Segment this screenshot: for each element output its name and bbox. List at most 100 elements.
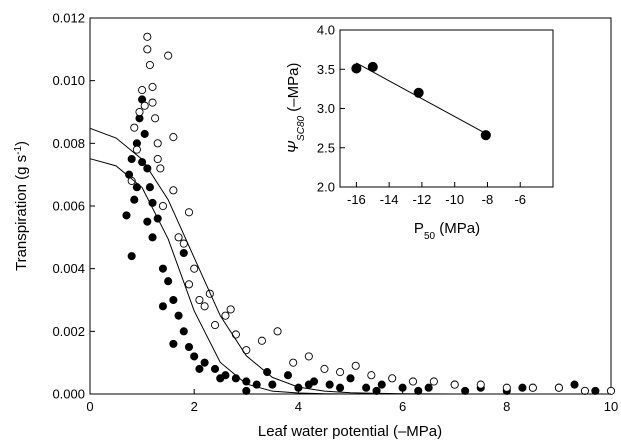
- y-tick-label: 0.010: [52, 73, 85, 88]
- point: [273, 327, 282, 336]
- point: [346, 374, 355, 383]
- point: [169, 186, 178, 195]
- point: [210, 321, 220, 330]
- y-tick-label: 2.5: [317, 140, 335, 155]
- point: [140, 129, 149, 138]
- point: [231, 330, 240, 339]
- point: [184, 342, 194, 352]
- point: [179, 248, 188, 258]
- point: [190, 264, 199, 273]
- point: [169, 295, 178, 305]
- inset-x-label-sub: 50: [424, 231, 436, 242]
- y-tick-label: 0.002: [52, 324, 85, 339]
- point: [351, 63, 362, 74]
- point: [268, 380, 277, 389]
- point: [398, 383, 407, 392]
- point: [210, 364, 220, 373]
- point: [190, 352, 199, 361]
- point: [289, 358, 298, 367]
- y-label-end: ): [13, 141, 30, 146]
- point: [461, 386, 470, 395]
- point: [138, 158, 147, 167]
- inset-y-label-sub: SC80: [296, 115, 307, 140]
- inset-y-label-end: (–MPa): [285, 63, 302, 116]
- y-tick-label: 0.004: [52, 261, 85, 276]
- point: [151, 114, 160, 123]
- x-tick-label: -14: [380, 192, 399, 207]
- point: [195, 295, 204, 305]
- point: [336, 368, 345, 377]
- inset-y-label-sym: Ψ: [285, 140, 302, 153]
- point: [174, 233, 183, 242]
- point: [179, 327, 188, 336]
- point: [127, 154, 136, 164]
- point: [216, 374, 225, 383]
- point: [169, 133, 178, 142]
- point: [140, 101, 149, 110]
- point: [145, 183, 154, 192]
- y-tick-label: 4.0: [317, 23, 335, 38]
- point: [580, 386, 590, 395]
- point: [351, 361, 360, 370]
- point: [156, 164, 165, 173]
- x-tick-label: 6: [399, 399, 406, 414]
- point: [263, 368, 272, 377]
- point: [591, 386, 600, 395]
- inset-y-label: ΨSC80 (–MPa): [285, 63, 307, 154]
- point: [528, 383, 537, 392]
- point: [226, 305, 235, 314]
- x-tick-label: 2: [191, 399, 198, 414]
- point: [130, 123, 139, 132]
- point: [127, 252, 136, 261]
- point: [184, 208, 194, 217]
- point: [132, 145, 141, 154]
- point: [184, 280, 194, 289]
- point: [221, 311, 230, 320]
- point: [304, 352, 313, 361]
- y-tick-label: 3.0: [317, 101, 335, 116]
- x-tick-label: -10: [445, 192, 464, 207]
- point: [367, 371, 376, 380]
- point: [283, 371, 293, 380]
- point: [257, 336, 266, 345]
- x-axis-label: Leaf water potential (–MPa): [258, 423, 442, 440]
- point: [143, 32, 152, 41]
- point: [127, 176, 136, 185]
- point: [377, 380, 386, 389]
- point: [242, 386, 251, 395]
- point: [195, 364, 204, 373]
- point: [122, 211, 131, 220]
- fit-line: [356, 62, 488, 135]
- x-tick-label: -16: [347, 192, 366, 207]
- y-label-text: Transpiration (g s: [13, 155, 30, 271]
- point: [480, 130, 491, 141]
- point: [135, 107, 144, 117]
- y-tick-label: 0.000: [52, 387, 85, 402]
- point: [158, 264, 167, 273]
- y-tick-label: 0.012: [52, 11, 85, 26]
- point: [362, 383, 371, 392]
- point: [413, 87, 424, 98]
- inset-background: [339, 29, 554, 188]
- point: [153, 154, 162, 164]
- point: [367, 61, 378, 72]
- inset-x-label-text: P: [414, 220, 424, 237]
- point: [158, 201, 167, 211]
- inset-x-label: P50 (MPa): [414, 220, 480, 242]
- point: [164, 51, 173, 60]
- point: [143, 217, 152, 226]
- point: [325, 380, 334, 389]
- point: [450, 380, 459, 389]
- point: [408, 377, 418, 386]
- point: [200, 302, 209, 311]
- point: [476, 380, 485, 389]
- point: [169, 339, 178, 348]
- point: [502, 383, 511, 392]
- point: [174, 311, 183, 320]
- point: [304, 380, 313, 389]
- y-axis-label: Transpiration (g s-1): [13, 141, 31, 271]
- y-tick-label: 0.008: [52, 136, 85, 151]
- point: [148, 98, 157, 107]
- point: [145, 60, 154, 70]
- x-tick-label: -6: [514, 192, 526, 207]
